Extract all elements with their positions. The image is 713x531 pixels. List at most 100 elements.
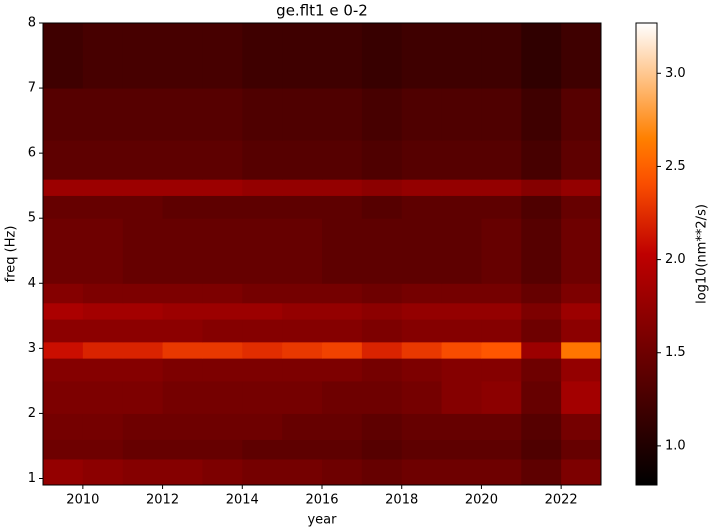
- heatmap-cell: [561, 380, 602, 414]
- heatmap-cell: [401, 341, 443, 359]
- heatmap-cell: [122, 439, 164, 460]
- heatmap-cell: [401, 458, 443, 486]
- heatmap-cell: [82, 319, 124, 343]
- heatmap-cell: [481, 179, 522, 196]
- heatmap-cell: [441, 88, 482, 141]
- colorbar-tick-label: 3.0: [665, 66, 686, 81]
- x-tick-label: 2020: [465, 493, 498, 508]
- heatmap-cell: [282, 458, 323, 486]
- heatmap-cell: [481, 341, 522, 359]
- heatmap-cell: [202, 88, 243, 141]
- x-tick-label: 2022: [545, 493, 578, 508]
- heatmap-cell: [401, 140, 443, 180]
- x-tick-label: 2016: [305, 493, 338, 508]
- heatmap-cell: [481, 88, 522, 141]
- heatmap-cell: [322, 179, 363, 196]
- heatmap-cell: [43, 218, 84, 284]
- x-tick-label: 2012: [146, 493, 179, 508]
- heatmap: [43, 23, 602, 486]
- heatmap-cell: [43, 413, 84, 440]
- heatmap-cell: [242, 302, 283, 320]
- y-tick-label: 5: [28, 211, 36, 226]
- heatmap-cell: [82, 439, 124, 460]
- heatmap-cell: [162, 140, 203, 180]
- heatmap-cell: [521, 341, 562, 359]
- heatmap-cell: [521, 140, 562, 180]
- heatmap-cell: [561, 341, 602, 359]
- heatmap-cell: [361, 218, 403, 284]
- heatmap-cell: [242, 413, 283, 440]
- heatmap-cell: [361, 413, 403, 440]
- heatmap-cell: [481, 380, 522, 414]
- heatmap-cell: [162, 179, 203, 196]
- heatmap-cell: [202, 283, 243, 304]
- heatmap-cell: [322, 283, 363, 304]
- heatmap-cell: [521, 283, 562, 304]
- heatmap-cell: [481, 302, 522, 320]
- heatmap-cell: [561, 358, 602, 382]
- heatmap-cell: [322, 302, 363, 320]
- heatmap-cell: [43, 341, 84, 359]
- heatmap-cell: [122, 458, 164, 486]
- colorbar-tick-label: 1.5: [665, 345, 686, 360]
- colorbar-label: log10(nm**2/s): [695, 204, 710, 304]
- heatmap-cell: [162, 439, 203, 460]
- heatmap-cell: [481, 439, 522, 460]
- heatmap-cell: [242, 439, 283, 460]
- heatmap-cell: [162, 413, 203, 440]
- y-tick-label: 4: [28, 276, 36, 291]
- heatmap-cell: [401, 439, 443, 460]
- x-tick-label: 2018: [385, 493, 418, 508]
- heatmap-cell: [282, 380, 323, 414]
- heatmap-cell: [322, 458, 363, 486]
- heatmap-cell: [162, 358, 203, 382]
- colorbar: [635, 22, 658, 486]
- heatmap-cell: [561, 458, 602, 486]
- heatmap-cell: [82, 140, 124, 180]
- heatmap-cell: [162, 195, 203, 219]
- heatmap-cell: [561, 88, 602, 141]
- heatmap-cell: [361, 23, 403, 89]
- heatmap-cell: [122, 179, 164, 196]
- heatmap-cell: [122, 319, 164, 343]
- heatmap-cell: [561, 195, 602, 219]
- colorbar-tick-label: 2.0: [665, 252, 686, 267]
- heatmap-cell: [441, 439, 482, 460]
- colorbar-tick-label: 1.0: [665, 438, 686, 453]
- heatmap-cell: [82, 195, 124, 219]
- heatmap-cell: [202, 413, 243, 440]
- heatmap-cell: [282, 341, 323, 359]
- heatmap-cell: [361, 140, 403, 180]
- heatmap-cell: [82, 88, 124, 141]
- heatmap-cell: [162, 88, 203, 141]
- heatmap-cell: [82, 23, 124, 89]
- heatmap-cell: [561, 439, 602, 460]
- heatmap-cell: [441, 179, 482, 196]
- heatmap-cell: [322, 88, 363, 141]
- heatmap-cell: [282, 218, 323, 284]
- heatmap-cell: [521, 439, 562, 460]
- heatmap-cell: [361, 88, 403, 141]
- heatmap-cell: [561, 179, 602, 196]
- heatmap-cell: [441, 195, 482, 219]
- heatmap-cell: [282, 195, 323, 219]
- x-axis-label: year: [307, 513, 337, 528]
- heatmap-cell: [282, 358, 323, 382]
- heatmap-cell: [481, 140, 522, 180]
- heatmap-cell: [441, 283, 482, 304]
- heatmap-cell: [401, 283, 443, 304]
- heatmap-cell: [322, 439, 363, 460]
- heatmap-cell: [322, 218, 363, 284]
- heatmap-cell: [481, 195, 522, 219]
- heatmap-cell: [162, 458, 203, 486]
- heatmap-cell: [43, 458, 84, 486]
- heatmap-cell: [361, 283, 403, 304]
- heatmap-cell: [202, 380, 243, 414]
- x-tick-label: 2014: [226, 493, 259, 508]
- heatmap-cell: [561, 413, 602, 440]
- heatmap-cell: [82, 302, 124, 320]
- heatmap-cell: [441, 319, 482, 343]
- heatmap-cell: [43, 302, 84, 320]
- heatmap-cell: [43, 439, 84, 460]
